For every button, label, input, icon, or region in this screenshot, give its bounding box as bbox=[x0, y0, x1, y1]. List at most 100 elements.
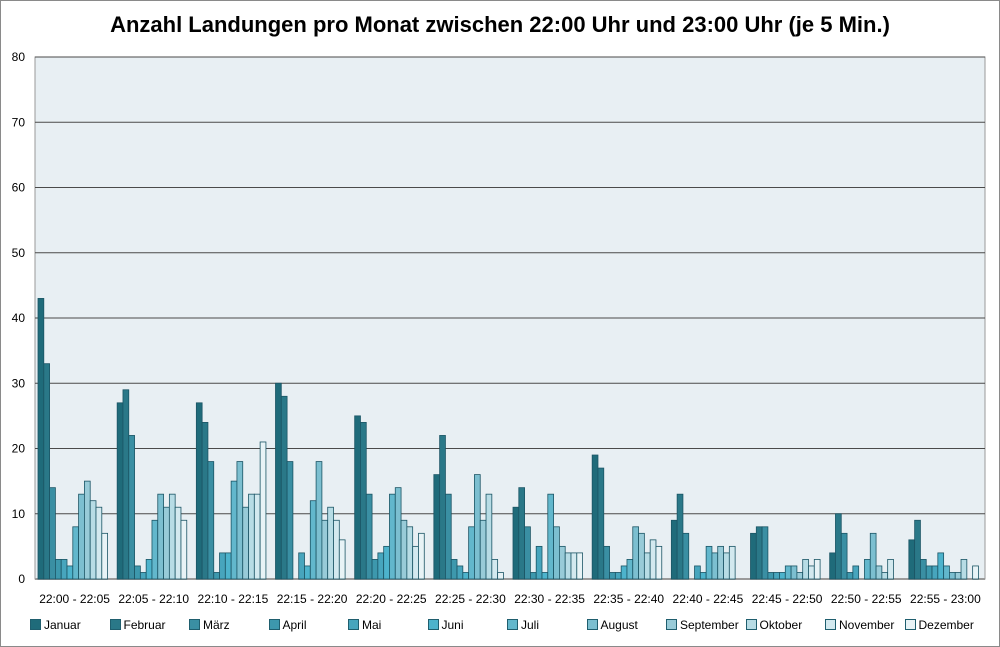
bar-märz bbox=[761, 526, 769, 580]
bar-oktober bbox=[406, 526, 414, 580]
legend-label: April bbox=[282, 618, 307, 632]
bar-dezember bbox=[813, 559, 821, 580]
bar-juli bbox=[468, 526, 475, 580]
legend-item: November bbox=[825, 618, 894, 632]
bar-september bbox=[163, 506, 170, 580]
bar-märz bbox=[840, 532, 848, 580]
y-tick-label: 0 bbox=[18, 572, 25, 586]
bar-märz bbox=[365, 493, 373, 580]
bar-oktober bbox=[881, 572, 889, 580]
legend-item: Oktober bbox=[745, 618, 803, 632]
bar-februar bbox=[755, 526, 763, 580]
bar-januar bbox=[750, 532, 757, 580]
bar-juni bbox=[699, 572, 707, 580]
bar-november bbox=[887, 559, 894, 580]
bar-januar bbox=[116, 402, 124, 580]
bar-februar bbox=[43, 363, 50, 580]
bar-oktober bbox=[248, 493, 255, 580]
bar-januar bbox=[37, 298, 45, 580]
legend-swatch bbox=[30, 619, 41, 630]
legend-item: September bbox=[666, 618, 739, 632]
x-tick-label: 22:10 - 22:15 bbox=[198, 592, 269, 606]
bar-oktober bbox=[485, 493, 493, 580]
legend-swatch bbox=[745, 619, 757, 630]
bar-oktober bbox=[168, 493, 176, 580]
y-tick-label: 30 bbox=[12, 376, 26, 390]
bar-februar bbox=[914, 519, 921, 580]
bar-mai bbox=[139, 572, 147, 580]
bar-august bbox=[553, 526, 560, 580]
bar-juli bbox=[547, 493, 554, 580]
bar-oktober bbox=[327, 506, 334, 580]
legend-item: April bbox=[268, 618, 307, 632]
bar-april bbox=[134, 565, 141, 580]
bar-januar bbox=[829, 552, 836, 580]
bar-märz bbox=[524, 526, 531, 580]
bar-februar bbox=[676, 493, 684, 580]
legend-label: Dezember bbox=[918, 618, 974, 632]
bar-juli bbox=[784, 565, 792, 580]
bar-april bbox=[846, 572, 854, 580]
chart-title: Anzahl Landungen pro Monat zwischen 22:0… bbox=[110, 12, 890, 37]
legend-label: November bbox=[839, 618, 895, 632]
bar-dezember bbox=[180, 519, 188, 580]
bar-november bbox=[570, 552, 578, 580]
bar-mai bbox=[219, 552, 226, 580]
legend-swatch bbox=[586, 619, 598, 630]
bar-august bbox=[78, 493, 85, 580]
legend-item: Juni bbox=[427, 618, 464, 632]
bar-märz bbox=[128, 435, 135, 580]
bar-august bbox=[315, 461, 323, 580]
bar-mai bbox=[535, 545, 543, 580]
legend-item: März bbox=[189, 618, 230, 632]
bar-november bbox=[412, 545, 419, 580]
bar-juli bbox=[626, 559, 634, 580]
bar-dezember bbox=[655, 545, 663, 580]
bar-juli bbox=[389, 493, 396, 580]
legend-label: September bbox=[680, 618, 739, 632]
bar-mai bbox=[694, 565, 701, 580]
x-tick-label: 22:00 - 22:05 bbox=[39, 592, 110, 606]
bar-august bbox=[632, 526, 639, 580]
bar-juli bbox=[151, 519, 159, 580]
bar-januar bbox=[275, 382, 282, 580]
bar-mai bbox=[456, 565, 464, 580]
chart-legend: Januar Februar März April Mai Juni Juli August S… bbox=[30, 618, 990, 636]
bar-dezember bbox=[418, 532, 425, 580]
bar-juli bbox=[309, 500, 317, 580]
legend-label: August bbox=[600, 618, 638, 632]
bar-märz bbox=[603, 545, 610, 580]
bar-märz bbox=[920, 559, 927, 580]
bar-juli bbox=[705, 545, 713, 580]
bar-juni bbox=[66, 565, 74, 580]
bar-april bbox=[213, 572, 220, 580]
bar-dezember bbox=[972, 565, 979, 580]
bar-märz bbox=[445, 493, 452, 580]
bar-august bbox=[790, 565, 798, 580]
bar-oktober bbox=[89, 500, 97, 580]
bar-märz bbox=[286, 461, 294, 580]
legend-swatch bbox=[666, 619, 677, 630]
bar-juni bbox=[462, 572, 470, 580]
bar-oktober bbox=[960, 559, 968, 580]
bar-juni bbox=[383, 545, 390, 580]
legend-label: März bbox=[203, 618, 230, 632]
bar-dezember bbox=[101, 532, 109, 580]
bar-juni bbox=[541, 572, 549, 580]
x-tick-label: 22:20 - 22:25 bbox=[356, 592, 427, 606]
bar-august bbox=[236, 461, 244, 580]
bar-september bbox=[559, 545, 566, 580]
x-tick-label: 22:15 - 22:20 bbox=[277, 592, 348, 606]
legend-label: Oktober bbox=[759, 618, 803, 632]
bar-februar bbox=[597, 467, 605, 580]
legend-item: Januar bbox=[30, 618, 81, 632]
legend-swatch bbox=[348, 619, 359, 630]
x-tick-label: 22:35 - 22:40 bbox=[593, 592, 664, 606]
bar-juni bbox=[937, 552, 945, 580]
bar-september bbox=[954, 572, 962, 580]
bar-juni bbox=[145, 559, 153, 580]
bar-juli bbox=[72, 526, 80, 580]
x-tick-label: 22:25 - 22:30 bbox=[435, 592, 506, 606]
bar-juni bbox=[304, 565, 311, 580]
bar-mai bbox=[60, 559, 68, 580]
